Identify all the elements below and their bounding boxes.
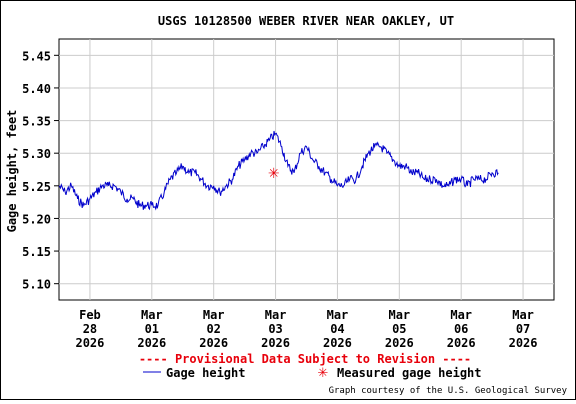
- provisional-notice: ---- Provisional Data Subject to Revisio…: [139, 352, 471, 366]
- x-tick-year: 2026: [137, 336, 166, 350]
- x-tick-month: Mar: [512, 308, 534, 322]
- y-tick-label: 5.35: [22, 115, 51, 129]
- x-tick-day: 06: [454, 322, 468, 336]
- x-tick-day: 02: [206, 322, 220, 336]
- x-tick-month: Mar: [450, 308, 472, 322]
- x-tick-day: 07: [516, 322, 530, 336]
- y-tick-label: 5.20: [22, 212, 51, 226]
- x-tick-day: 28: [83, 322, 97, 336]
- y-axis-label: Gage height, feet: [5, 110, 19, 233]
- x-tick-day: 05: [392, 322, 406, 336]
- x-tick-month: Feb: [79, 308, 101, 322]
- x-tick-day: 03: [268, 322, 282, 336]
- x-tick-month: Mar: [141, 308, 163, 322]
- x-tick-year: 2026: [323, 336, 352, 350]
- measured-gage-height-point: ✳: [268, 166, 280, 182]
- x-tick-month: Mar: [388, 308, 410, 322]
- y-tick-label: 5.45: [22, 49, 51, 63]
- x-tick-day: 01: [145, 322, 159, 336]
- x-tick-year: 2026: [75, 336, 104, 350]
- x-tick-year: 2026: [509, 336, 538, 350]
- legend-marker-icon: ✳: [318, 366, 329, 381]
- y-tick-label: 5.40: [22, 82, 51, 96]
- measured-points: ✳: [268, 166, 280, 182]
- chart-title: USGS 10128500 WEBER RIVER NEAR OAKLEY, U…: [158, 14, 454, 28]
- legend-gage-height: Gage height: [166, 366, 245, 380]
- y-axis-ticks: 5.10 5.15 5.20 5.25 5.30 5.35 5.40 5.45: [22, 49, 59, 292]
- x-axis-ticks: Feb282026Mar012026Mar022026Mar032026Mar0…: [75, 308, 537, 350]
- y-tick-label: 5.25: [22, 180, 51, 194]
- x-tick-year: 2026: [447, 336, 476, 350]
- gage-height-line: [58, 130, 499, 211]
- plot-area: [58, 38, 555, 301]
- x-tick-month: Mar: [265, 308, 287, 322]
- y-tick-label: 5.15: [22, 245, 51, 259]
- x-tick-year: 2026: [199, 336, 228, 350]
- x-tick-year: 2026: [385, 336, 414, 350]
- legend-measured-gage-height: Measured gage height: [337, 366, 482, 380]
- y-tick-label: 5.30: [22, 147, 51, 161]
- x-tick-year: 2026: [261, 336, 290, 350]
- x-tick-month: Mar: [327, 308, 349, 322]
- x-tick-day: 04: [330, 322, 344, 336]
- x-tick-month: Mar: [203, 308, 225, 322]
- y-tick-label: 5.10: [22, 278, 51, 292]
- credit-text: Graph courtesy of the U.S. Geological Su…: [329, 386, 568, 396]
- series-gage-height: [58, 130, 499, 211]
- grid-lines: [59, 39, 554, 300]
